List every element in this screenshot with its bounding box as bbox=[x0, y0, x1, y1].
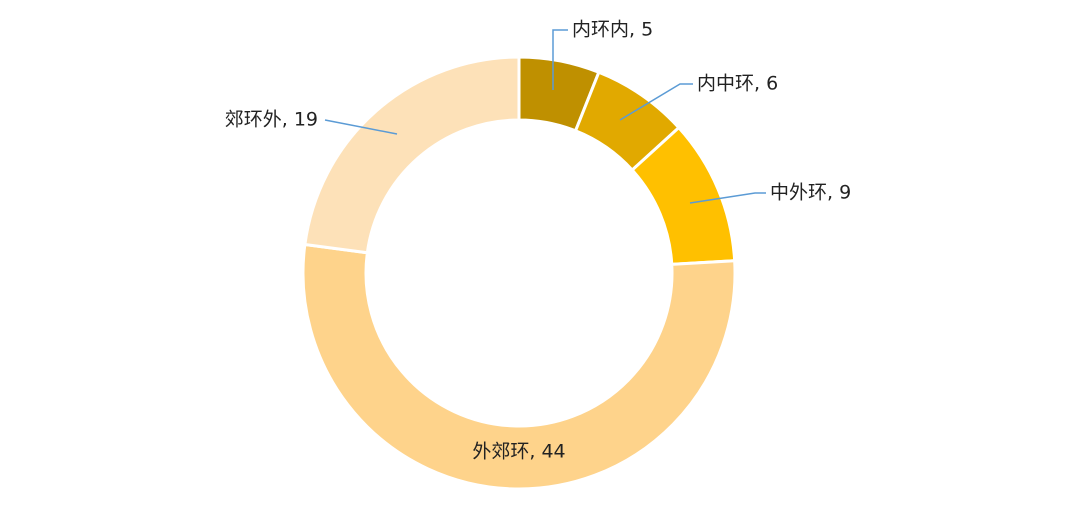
data-label: 内环内, 5 bbox=[572, 19, 653, 41]
data-label: 内中环, 6 bbox=[697, 73, 778, 95]
data-label: 外郊环, 44 bbox=[472, 441, 565, 463]
data-label: 郊环外, 19 bbox=[225, 109, 318, 131]
donut-slice bbox=[301, 242, 737, 491]
leader-line bbox=[619, 83, 693, 121]
leader-line bbox=[552, 29, 568, 90]
leader-line bbox=[324, 119, 398, 135]
leader-line bbox=[689, 192, 766, 204]
data-label: 中外环, 9 bbox=[770, 182, 851, 204]
donut-slice bbox=[303, 55, 521, 255]
